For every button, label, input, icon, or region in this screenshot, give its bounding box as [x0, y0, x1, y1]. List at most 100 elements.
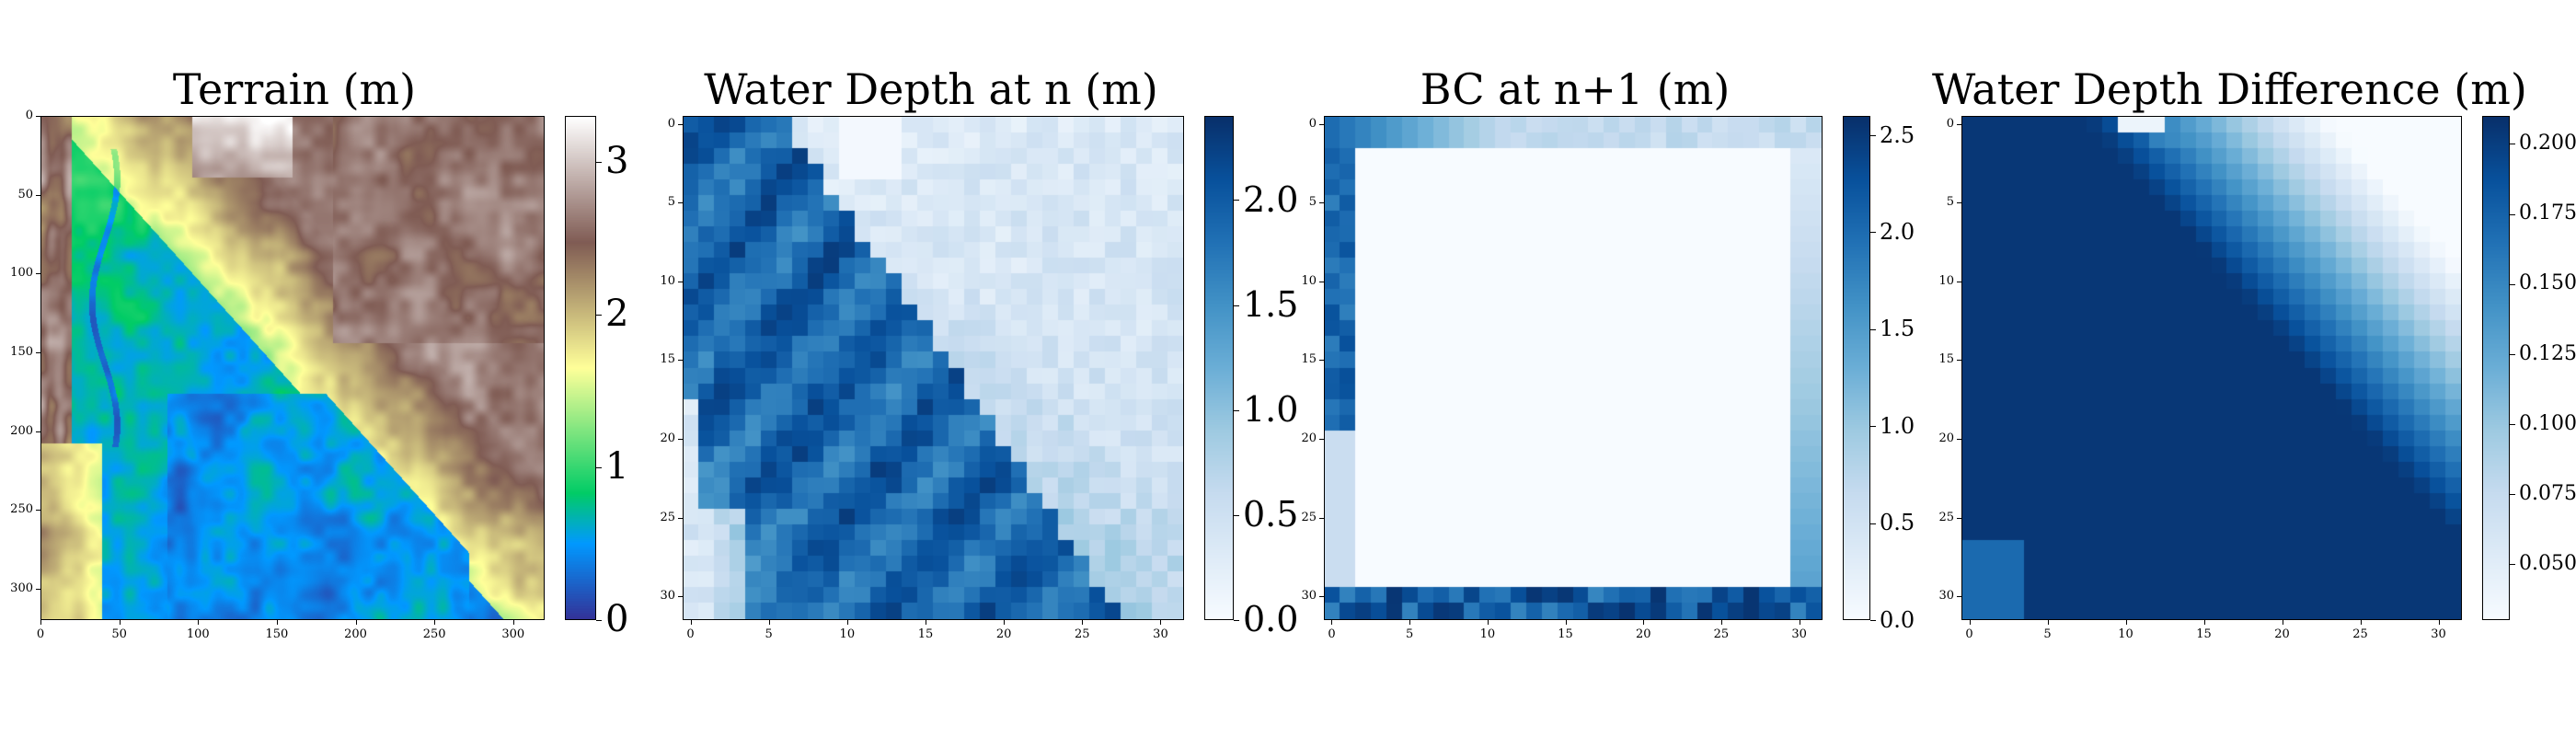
- x-tick-label: 20: [2274, 627, 2290, 641]
- y-tick-mark: [1957, 123, 1961, 125]
- y-tick-label: 300: [10, 581, 33, 595]
- colorbar-tick-label: 2: [605, 292, 629, 335]
- x-tick-mark: [1487, 620, 1489, 625]
- colorbar-tick-label: 1.5: [1880, 316, 1915, 342]
- x-tick-label: 15: [917, 627, 934, 641]
- y-tick-mark: [36, 588, 40, 590]
- y-tick-label: 15: [1301, 352, 1317, 367]
- colorbar-tick-mark: [2510, 283, 2515, 285]
- x-tick-mark: [846, 620, 848, 625]
- colorbar-tick-label: 0.5: [1243, 494, 1299, 535]
- y-tick-label: 10: [660, 273, 675, 288]
- water-depth-heatmap: [683, 116, 1184, 620]
- x-tick-label: 250: [422, 627, 446, 641]
- y-tick-mark: [678, 202, 683, 204]
- y-tick-mark: [36, 194, 40, 196]
- x-tick-label: 20: [995, 627, 1012, 641]
- colorbar-tick-mark: [2510, 213, 2515, 215]
- y-tick-mark: [36, 510, 40, 512]
- colorbar-tick-mark: [1870, 328, 1876, 330]
- colorbar-tick-mark: [1234, 305, 1239, 306]
- x-tick-mark: [1643, 620, 1645, 625]
- colorbar-tick-label: 3: [605, 139, 629, 182]
- terrain-heatmap: [40, 116, 545, 620]
- x-tick-mark: [2360, 620, 2362, 625]
- chart-title: Terrain (m): [172, 64, 417, 114]
- x-tick-label: 15: [2196, 627, 2212, 641]
- x-tick-mark: [119, 620, 121, 625]
- x-tick-label: 100: [186, 627, 210, 641]
- y-tick-mark: [1319, 517, 1324, 519]
- x-tick-mark: [2125, 620, 2127, 625]
- y-tick-label: 5: [1946, 195, 1954, 210]
- y-tick-label: 100: [10, 266, 33, 281]
- colorbar-tick-mark: [2510, 353, 2515, 355]
- x-tick-mark: [690, 620, 692, 625]
- y-tick-mark: [1957, 360, 1961, 362]
- difference-heatmap: [1961, 116, 2462, 620]
- colorbar-tick-mark: [1870, 620, 1876, 621]
- y-tick-label: 25: [1301, 510, 1317, 524]
- water-depth-colorbar: [1204, 116, 1234, 620]
- colorbar-tick-label: 0.050: [2519, 551, 2576, 575]
- y-tick-label: 0: [667, 116, 675, 131]
- x-tick-mark: [1409, 620, 1411, 625]
- colorbar-tick-label: 2.0: [1243, 178, 1299, 220]
- x-tick-label: 50: [111, 627, 127, 641]
- y-tick-label: 30: [1301, 589, 1317, 604]
- y-tick-mark: [678, 596, 683, 598]
- bc-heatmap: [1324, 116, 1823, 620]
- y-tick-label: 20: [1938, 431, 1954, 446]
- y-tick-label: 5: [1308, 195, 1317, 210]
- chart-title: Water Depth at n (m): [704, 64, 1158, 114]
- colorbar-tick-mark: [1870, 523, 1876, 524]
- x-tick-label: 15: [1558, 627, 1573, 641]
- terrain-colorbar: [565, 116, 596, 620]
- colorbar-tick-mark: [1870, 426, 1876, 428]
- colorbar-tick-label: 0.175: [2519, 201, 2576, 225]
- colorbar-tick-label: 0.0: [1243, 599, 1299, 640]
- colorbar-tick-label: 1: [605, 444, 629, 488]
- x-tick-mark: [276, 620, 278, 625]
- y-tick-mark: [1319, 202, 1324, 204]
- x-tick-mark: [434, 620, 436, 625]
- colorbar-tick-label: 0.100: [2519, 411, 2576, 435]
- x-tick-mark: [1969, 620, 1971, 625]
- colorbar-tick-label: 0: [605, 598, 629, 640]
- y-tick-label: 15: [1938, 352, 1954, 367]
- y-tick-mark: [1957, 596, 1961, 598]
- y-tick-mark: [678, 360, 683, 362]
- y-tick-label: 30: [1938, 589, 1954, 604]
- y-tick-mark: [1957, 439, 1961, 441]
- y-tick-label: 25: [660, 510, 675, 524]
- colorbar-tick-label: 1.5: [1243, 283, 1299, 325]
- x-tick-mark: [2438, 620, 2440, 625]
- y-tick-label: 50: [17, 187, 33, 201]
- colorbar-tick-label: 0.125: [2519, 341, 2576, 365]
- x-tick-label: 25: [2352, 627, 2368, 641]
- colorbar-tick-mark: [1234, 620, 1239, 621]
- colorbar-tick-mark: [1234, 409, 1239, 411]
- colorbar-tick-mark: [1234, 200, 1239, 201]
- x-tick-label: 10: [839, 627, 856, 641]
- colorbar-tick-mark: [1870, 135, 1876, 137]
- colorbar-tick-mark: [2510, 423, 2515, 425]
- y-tick-mark: [678, 123, 683, 125]
- x-tick-label: 0: [36, 627, 45, 641]
- colorbar-tick-label: 2.5: [1880, 121, 1915, 148]
- x-tick-mark: [1082, 620, 1084, 625]
- y-tick-label: 10: [1301, 273, 1317, 288]
- y-tick-mark: [1319, 439, 1324, 441]
- x-tick-mark: [355, 620, 357, 625]
- x-tick-label: 5: [1406, 627, 1414, 641]
- colorbar-tick-mark: [2510, 564, 2515, 566]
- x-tick-mark: [768, 620, 770, 625]
- y-tick-mark: [678, 439, 683, 441]
- x-tick-label: 0: [686, 627, 695, 641]
- colorbar-tick-label: 0.150: [2519, 271, 2576, 295]
- chart-title: Water Depth Difference (m): [1932, 64, 2527, 114]
- bc-colorbar: [1843, 116, 1870, 620]
- x-tick-label: 10: [2118, 627, 2133, 641]
- colorbar-tick-mark: [596, 314, 602, 316]
- colorbar-tick-label: 0.5: [1880, 510, 1915, 536]
